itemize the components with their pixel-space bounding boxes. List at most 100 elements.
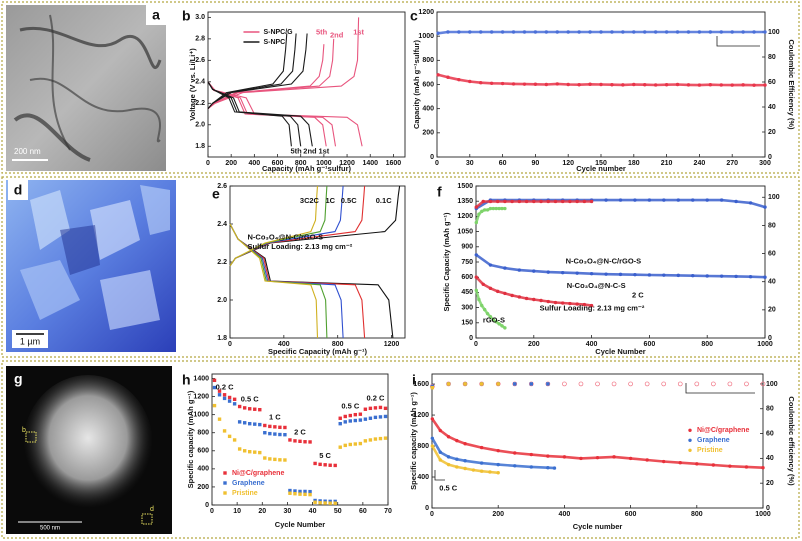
data-point <box>474 253 478 257</box>
data-point <box>686 30 691 34</box>
y-tick-label: 1400 <box>193 375 209 382</box>
data-point <box>353 412 358 417</box>
data-point <box>488 470 492 474</box>
data-point <box>273 432 277 436</box>
data-point <box>647 273 652 277</box>
annotation: 2nd <box>303 147 317 156</box>
y2-tick-label: 100 <box>768 194 780 201</box>
series-label: rGO-S <box>483 315 505 324</box>
data-point <box>497 206 501 211</box>
x-tick-label: 400 <box>249 160 261 167</box>
y-tick-label: 200 <box>197 484 209 491</box>
y-tick-label: 0 <box>425 505 429 512</box>
data-point <box>512 381 518 387</box>
data-point <box>328 501 332 505</box>
data-point <box>378 436 383 441</box>
data-point <box>293 439 297 443</box>
y2-tick-label: 0 <box>768 335 772 342</box>
data-point <box>479 30 483 34</box>
data-point <box>611 381 617 387</box>
data-point <box>248 407 252 411</box>
data-point <box>373 437 378 441</box>
data-point <box>446 462 451 467</box>
y-tick-label: 800 <box>422 57 434 64</box>
data-point <box>368 406 373 411</box>
x-tick-label: 0 <box>430 511 434 518</box>
data-point <box>474 205 478 209</box>
y2-tick-label: 80 <box>766 406 774 413</box>
data-point <box>662 459 666 464</box>
panel-letter: g <box>14 371 23 387</box>
annotation: 0.5 C <box>341 402 360 411</box>
data-point <box>313 500 317 504</box>
data-point <box>481 282 485 286</box>
data-point <box>546 270 550 274</box>
data-point <box>612 455 616 459</box>
data-point <box>298 492 302 496</box>
data-point <box>430 436 435 440</box>
y-tick-label: 600 <box>422 81 434 88</box>
data-point <box>495 199 500 204</box>
data-point <box>588 82 592 86</box>
data-point <box>308 440 312 444</box>
y-tick-label: 2.6 <box>195 57 205 64</box>
legend-label: Ni@C/graphene <box>232 470 284 477</box>
annotation: 0.2 C <box>366 393 385 402</box>
data-point <box>227 434 232 439</box>
data-point <box>479 381 484 387</box>
data-point <box>318 462 322 467</box>
annotation: 5 C <box>319 451 331 460</box>
data-point <box>482 208 487 212</box>
data-point <box>761 466 765 470</box>
data-point <box>463 382 467 386</box>
data-point <box>589 199 594 204</box>
data-point <box>763 83 767 87</box>
x-tick-label: 600 <box>625 511 637 518</box>
data-point <box>333 463 337 468</box>
y-tick-label: 1000 <box>418 33 434 40</box>
data-point <box>513 382 517 386</box>
panel-letter: c <box>410 8 418 24</box>
data-point <box>488 315 493 319</box>
data-point <box>566 82 570 87</box>
y-tick-label: 2.4 <box>195 79 205 86</box>
y2-tick-label: 40 <box>766 455 774 462</box>
data-point <box>303 492 307 497</box>
data-point <box>695 462 699 466</box>
annotation: 0.2 C <box>216 383 235 392</box>
data-point <box>368 416 373 420</box>
data-point <box>333 501 337 505</box>
data-point <box>546 382 550 386</box>
arrow <box>716 36 760 47</box>
data-point <box>582 199 587 204</box>
data-point <box>599 30 603 34</box>
data-point <box>711 463 716 467</box>
x-tick-label: 50 <box>334 508 342 515</box>
data-point <box>338 416 342 420</box>
data-point <box>579 456 583 461</box>
scale-label: 1 µm <box>20 336 40 346</box>
scale-label: 500 nm <box>40 526 60 532</box>
data-point <box>544 82 549 87</box>
x-tick-label: 600 <box>644 341 656 348</box>
y2-tick-label: 20 <box>766 480 774 487</box>
y-tick-label: 800 <box>417 443 429 450</box>
data-point <box>495 289 500 294</box>
data-point <box>303 489 307 494</box>
data-point <box>462 381 468 387</box>
x-tick-label: 60 <box>499 160 507 167</box>
data-point <box>604 198 608 202</box>
data-point <box>500 324 504 328</box>
y-axis-label: Specific Capacity (mAh g⁻¹) <box>442 212 451 311</box>
data-point <box>489 30 494 34</box>
data-point <box>446 455 451 459</box>
data-point <box>664 83 669 87</box>
x-tick-label: 40 <box>309 508 317 515</box>
panel-letter: d <box>14 182 23 198</box>
data-point <box>675 82 680 87</box>
data-point <box>283 458 287 462</box>
y-tick-label: 1350 <box>457 198 473 205</box>
y-tick-label: 400 <box>422 106 434 113</box>
data-point <box>363 417 368 421</box>
data-point <box>529 452 533 457</box>
